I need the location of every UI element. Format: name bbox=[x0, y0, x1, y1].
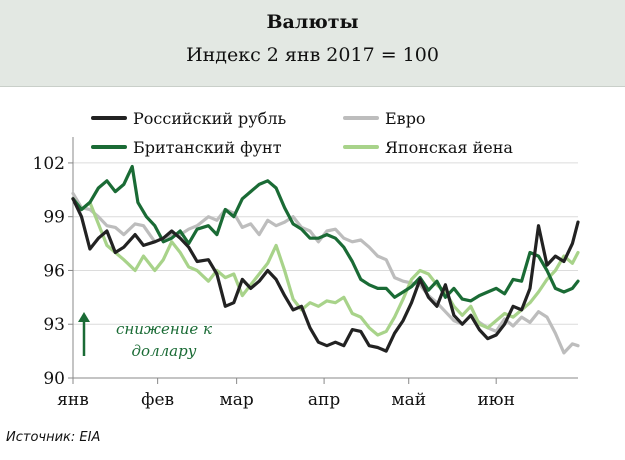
currency-line-chart: 90 93 96 99 102 янв фев мар апр май июн Российски… bbox=[33, 109, 580, 410]
y-tick-label: 102 bbox=[33, 154, 65, 174]
legend-item-jpy: Японская йена bbox=[343, 138, 513, 157]
legend-item-eur: Евро bbox=[343, 109, 426, 128]
legend-label: Британский фунт bbox=[133, 138, 282, 157]
series-line-gbp bbox=[71, 164, 580, 303]
series-line-rub bbox=[71, 197, 580, 353]
annotation-line-2: доллару bbox=[131, 342, 197, 360]
series-lines bbox=[71, 164, 580, 355]
y-tick-label: 96 bbox=[43, 261, 65, 281]
series-line-jpy bbox=[71, 197, 580, 337]
legend-label: Евро bbox=[385, 109, 426, 128]
legend-label: Японская йена bbox=[385, 138, 513, 157]
x-tick-label: мар bbox=[220, 390, 254, 410]
chart-title: Валюты bbox=[266, 11, 359, 33]
legend-item-rub: Российский рубль bbox=[91, 109, 286, 128]
x-tick-label: янв bbox=[57, 390, 89, 410]
x-tick-label: май bbox=[391, 390, 426, 410]
annotation-arrow bbox=[78, 312, 90, 356]
legend-item-gbp: Британский фунт bbox=[91, 138, 282, 157]
annotation: снижение к доллару bbox=[104, 318, 224, 362]
source-note: Источник: EIA bbox=[6, 430, 101, 445]
legend-label: Российский рубль bbox=[133, 109, 286, 128]
y-tick-label: 99 bbox=[43, 208, 65, 228]
x-tick-label: апр bbox=[308, 390, 340, 410]
chart-header: Валюты Индекс 2 янв 2017 = 100 bbox=[0, 0, 625, 87]
y-axis-ticks: 90 93 96 99 102 bbox=[33, 137, 74, 389]
chart-subtitle: Индекс 2 янв 2017 = 100 bbox=[186, 44, 439, 66]
annotation-line-1: снижение к bbox=[115, 320, 212, 338]
arrow-head bbox=[78, 312, 90, 322]
x-axis-ticks: янв фев мар апр май июн bbox=[57, 377, 578, 410]
legend: Российский рубль Евро Британский фунт Японс… bbox=[91, 109, 513, 157]
x-tick-label: фев bbox=[141, 390, 174, 410]
y-tick-label: 90 bbox=[43, 369, 65, 389]
y-tick-label: 93 bbox=[43, 315, 65, 335]
x-tick-label: июн bbox=[477, 390, 514, 410]
